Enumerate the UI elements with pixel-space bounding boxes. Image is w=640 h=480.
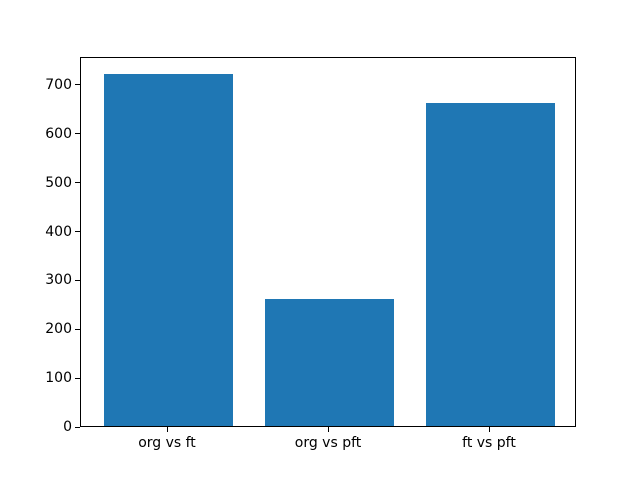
x-tick-mark-3 [488, 427, 490, 432]
x-tick-label-3: ft vs pft [462, 435, 516, 451]
x-tick-label-1: org vs ft [138, 435, 196, 451]
x-tick-label-2: org vs pft [294, 435, 362, 451]
y-tick-mark-500 [75, 182, 80, 184]
plot-area [80, 57, 576, 427]
bar-org-vs-pft [264, 298, 394, 426]
y-tick-label-200: 200 [45, 321, 72, 338]
y-tick-label-500: 500 [45, 174, 72, 191]
y-tick-mark-200 [75, 328, 80, 330]
y-tick-label-100: 100 [45, 370, 72, 387]
y-tick-label-400: 400 [45, 223, 72, 240]
bar-org-vs-ft [103, 74, 233, 426]
y-tick-mark-0 [75, 426, 80, 428]
y-tick-mark-600 [75, 133, 80, 135]
x-tick-mark-1 [166, 427, 168, 432]
y-tick-label-0: 0 [63, 419, 72, 435]
y-tick-mark-300 [75, 279, 80, 281]
x-tick-mark-2 [327, 427, 329, 432]
y-tick-mark-400 [75, 231, 80, 232]
bars-layer [81, 58, 575, 426]
y-tick-label-700: 700 [45, 76, 72, 93]
y-tick-label-300: 300 [45, 272, 72, 289]
y-tick-label-600: 600 [45, 125, 72, 142]
bar-ft-vs-pft [425, 103, 555, 426]
y-tick-mark-700 [75, 84, 80, 86]
y-tick-mark-100 [75, 377, 80, 379]
